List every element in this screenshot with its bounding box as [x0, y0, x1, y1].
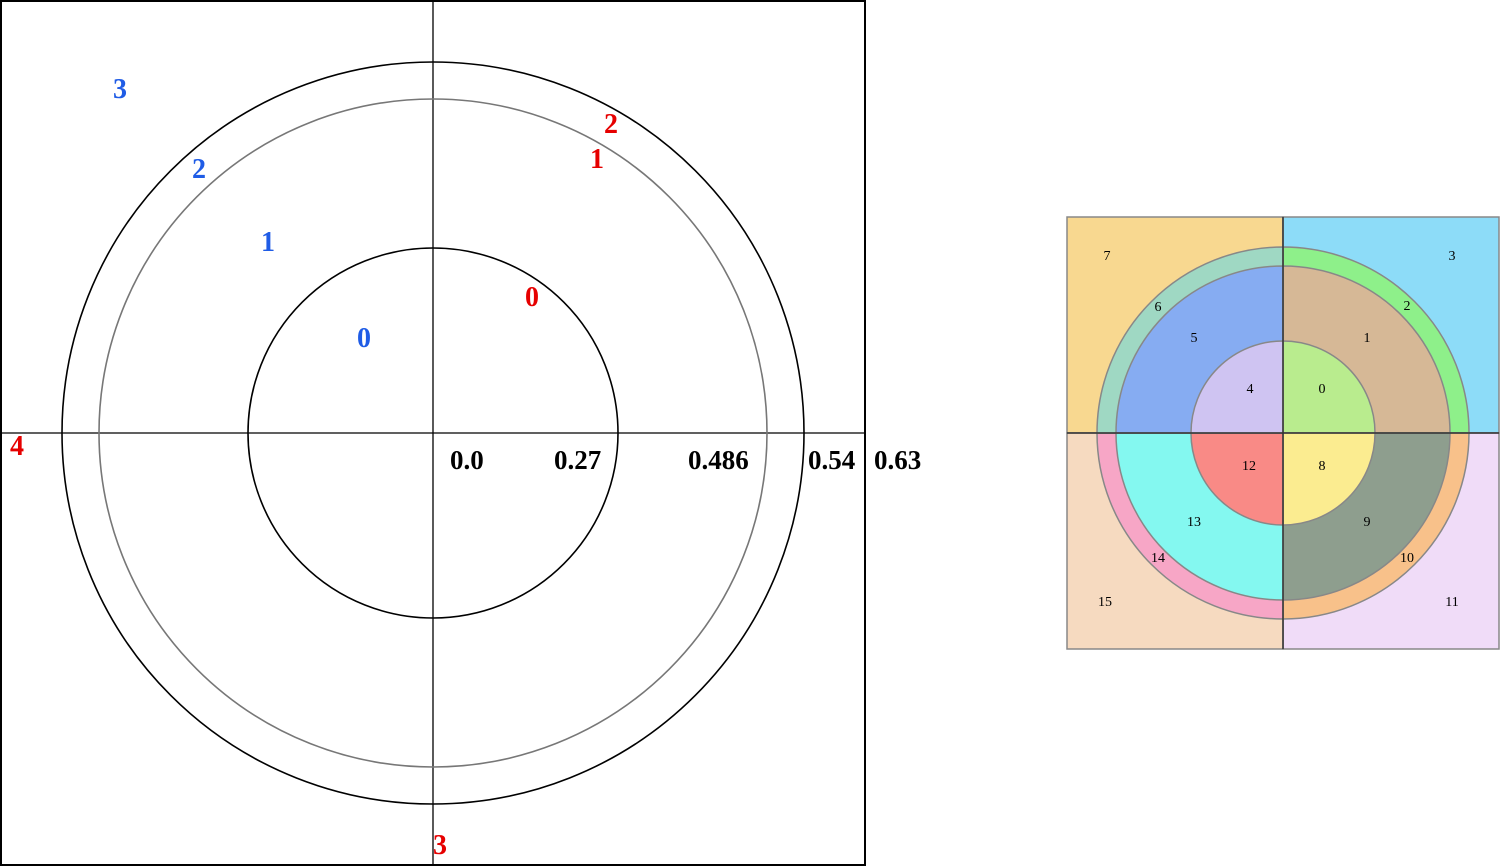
middle-circle — [98, 98, 768, 768]
segment-label-0: 0 — [1319, 382, 1326, 397]
red-label-0: 0 — [525, 282, 539, 313]
radius-label-2: 0.486 — [688, 445, 749, 475]
segment-label-14: 14 — [1151, 551, 1165, 566]
segment-8 — [1282, 432, 1376, 526]
segment-label-15: 15 — [1098, 595, 1112, 610]
segment-label-2: 2 — [1404, 299, 1411, 314]
segment-labels: 0 1 2 3 4 5 6 7 8 9 10 11 12 13 14 15 — [1098, 249, 1459, 610]
segment-map — [1066, 216, 1500, 650]
inner-circle — [247, 247, 619, 619]
segment-label-3: 3 — [1449, 249, 1456, 264]
segment-label-11: 11 — [1445, 595, 1458, 610]
red-label-2: 2 — [604, 109, 618, 140]
outer-circle — [61, 61, 805, 805]
red-label-1: 1 — [590, 144, 604, 175]
radius-label-0: 0.0 — [450, 445, 484, 475]
red-label-3: 3 — [433, 830, 447, 861]
segment-0 — [1282, 340, 1376, 434]
blue-label-0: 0 — [357, 323, 371, 354]
segment-label-10: 10 — [1400, 551, 1414, 566]
segment-label-4: 4 — [1247, 382, 1254, 397]
red-label-4: 4 — [10, 431, 24, 462]
segment-4 — [1190, 340, 1284, 434]
segment-label-9: 9 — [1364, 515, 1371, 530]
segment-label-8: 8 — [1319, 459, 1326, 474]
blue-label-2: 2 — [192, 154, 206, 185]
radius-label-1: 0.27 — [554, 445, 601, 475]
radius-label-4: 0.63 — [874, 445, 921, 475]
segment-label-12: 12 — [1242, 459, 1256, 474]
radius-label-3: 0.54 — [808, 445, 855, 475]
segment-12 — [1190, 432, 1284, 526]
segment-label-13: 13 — [1187, 515, 1201, 530]
blue-label-3: 3 — [113, 74, 127, 105]
polar-diagram: 0.0 0.27 0.486 0.54 0.63 0 1 2 3 0 1 2 3… — [0, 0, 921, 866]
segment-label-6: 6 — [1155, 300, 1162, 315]
blue-label-1: 1 — [261, 227, 275, 258]
segment-label-7: 7 — [1104, 249, 1111, 264]
segment-label-5: 5 — [1191, 331, 1198, 346]
segment-label-1: 1 — [1364, 331, 1371, 346]
